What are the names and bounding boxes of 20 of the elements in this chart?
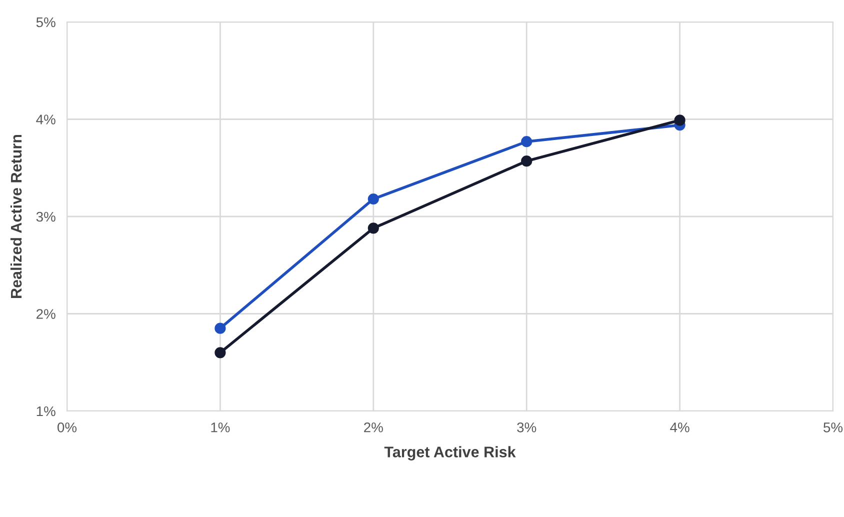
x-tick-label: 4% xyxy=(670,422,690,432)
point xyxy=(521,156,532,167)
x-axis-title: Target Active Risk xyxy=(384,446,516,460)
y-tick-label: 3% xyxy=(36,212,56,222)
point xyxy=(368,222,379,234)
x-tick-label: 5% xyxy=(824,422,843,432)
point xyxy=(214,322,226,334)
y-tick-label: 2% xyxy=(36,309,56,319)
point xyxy=(674,114,686,126)
x-tick-label: 0% xyxy=(58,422,77,432)
x-tick-label: 3% xyxy=(517,422,536,432)
point xyxy=(214,347,226,358)
x-tick-label: 1% xyxy=(211,422,230,432)
y-tick-label: 5% xyxy=(36,17,56,28)
point xyxy=(521,136,532,148)
y-tick-label: 4% xyxy=(36,114,56,124)
point xyxy=(368,193,379,205)
y-axis-title: Realized Active Return xyxy=(10,134,22,298)
y-tick-label: 1% xyxy=(36,406,56,416)
x-tick-label: 2% xyxy=(364,422,383,432)
